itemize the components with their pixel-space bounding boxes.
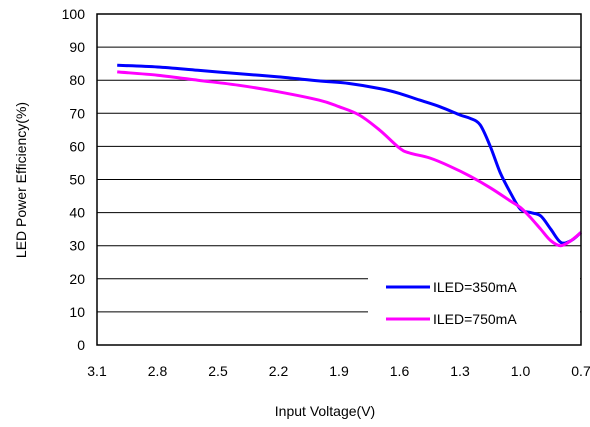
plot-frame [96,13,582,346]
legend-label-750ma: ILED=750mA [433,311,517,327]
x-tick-label: 0.7 [571,363,590,379]
x-tick-label: 1.9 [329,363,349,379]
y-tick-label: 60 [69,138,85,154]
series-layer [117,63,582,248]
grid [97,46,581,313]
x-tick-label: 2.8 [148,363,168,379]
x-axis-title: Input Voltage(V) [275,403,375,419]
x-tick-label: 2.5 [208,363,228,379]
y-tick-label: 0 [77,337,85,353]
y-tick-label: 30 [69,238,85,254]
x-tick-label: 1.6 [390,363,410,379]
x-axis-ticks: 3.1 2.8 2.5 2.2 1.9 1.6 1.3 1.0 0.7 [87,363,590,379]
x-tick-label: 1.3 [450,363,470,379]
y-tick-label: 70 [69,105,85,121]
series-line-750ma [117,70,582,248]
y-axis-ticks: 0 10 20 30 40 50 60 70 80 90 100 [62,6,86,353]
legend: ILED=350mA ILED=750mA [368,269,580,344]
x-tick-label: 1.0 [511,363,531,379]
y-tick-label: 100 [62,6,86,22]
y-tick-label: 80 [69,72,85,88]
x-tick-label: 2.2 [269,363,289,379]
y-tick-label: 20 [69,271,85,287]
y-tick-label: 50 [69,172,85,188]
y-tick-label: 10 [69,304,85,320]
series-line-350ma [117,63,582,245]
x-tick-label: 3.1 [87,363,107,379]
y-tick-label: 90 [69,39,85,55]
legend-label-350ma: ILED=350mA [433,279,517,295]
legend-box [368,269,580,344]
y-tick-label: 40 [69,205,85,221]
y-axis-title: LED Power Efficiency(%) [13,102,29,258]
